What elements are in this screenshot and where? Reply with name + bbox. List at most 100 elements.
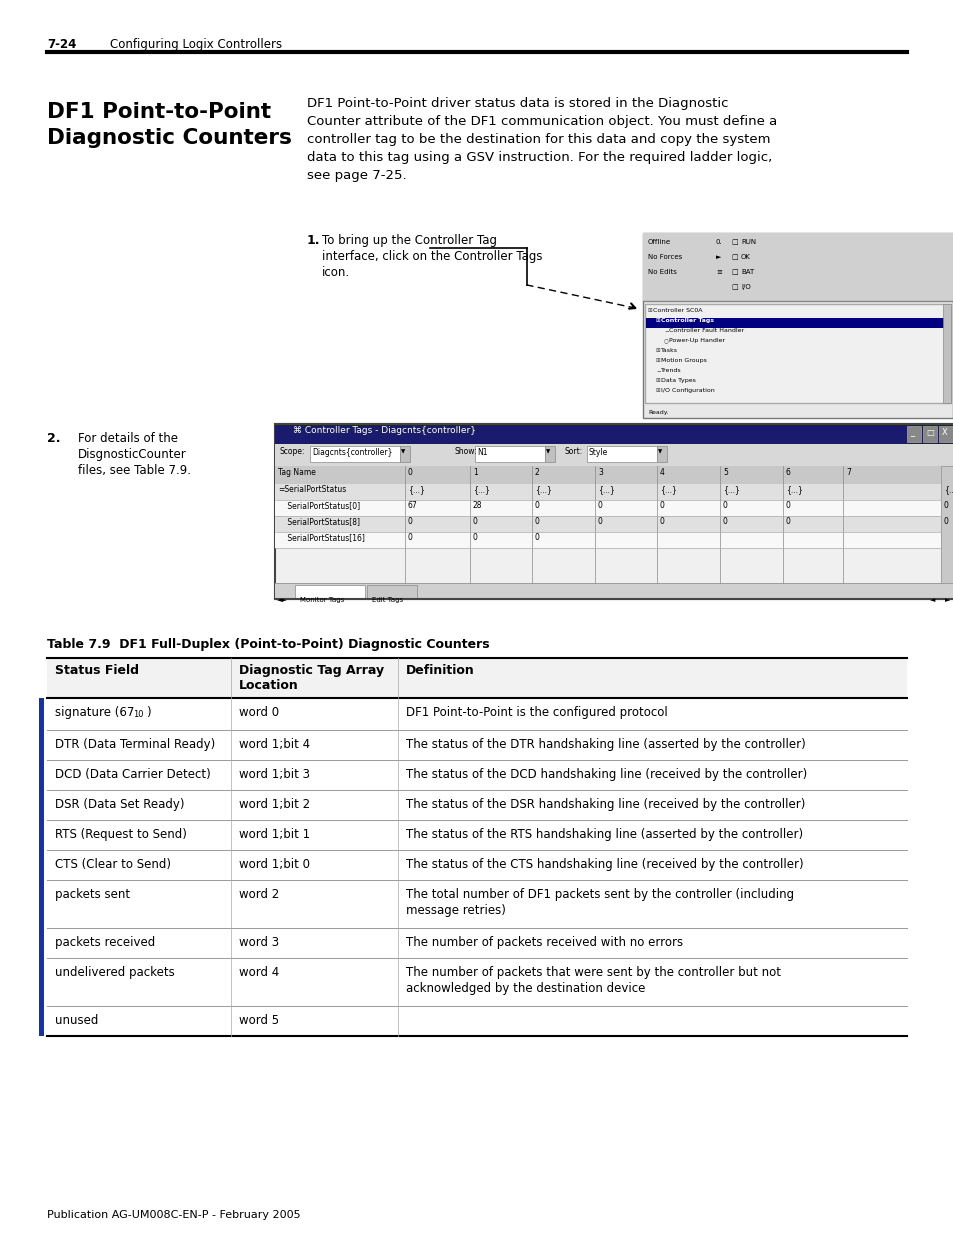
Text: Publication AG-UM008C-EN-P - February 2005: Publication AG-UM008C-EN-P - February 20… bbox=[47, 1210, 300, 1220]
Text: word 0: word 0 bbox=[239, 706, 279, 719]
Text: RTS (Request to Send): RTS (Request to Send) bbox=[55, 827, 187, 841]
Text: The number of packets that were sent by the controller but not: The number of packets that were sent by … bbox=[406, 966, 781, 979]
Text: see page 7-25.: see page 7-25. bbox=[307, 169, 406, 182]
Text: □: □ bbox=[925, 429, 933, 437]
Text: 6: 6 bbox=[785, 468, 790, 477]
Text: 10: 10 bbox=[132, 710, 143, 719]
Text: The status of the CTS handshaking line (received by the controller): The status of the CTS handshaking line (… bbox=[406, 858, 802, 871]
Text: word 1;bit 1: word 1;bit 1 bbox=[239, 827, 310, 841]
Text: Definition: Definition bbox=[406, 664, 475, 677]
Text: {...}: {...} bbox=[722, 485, 740, 494]
Text: Data Types: Data Types bbox=[660, 378, 695, 383]
Text: No Edits: No Edits bbox=[647, 269, 677, 275]
Text: Tag Name: Tag Name bbox=[277, 468, 315, 477]
Text: message retries): message retries) bbox=[406, 904, 505, 918]
Text: Controller Tags: Controller Tags bbox=[660, 317, 713, 324]
Text: The status of the DTR handshaking line (asserted by the controller): The status of the DTR handshaking line (… bbox=[406, 739, 805, 751]
Text: undelivered packets: undelivered packets bbox=[55, 966, 174, 979]
Text: Status Field: Status Field bbox=[55, 664, 139, 677]
Text: Ready.: Ready. bbox=[647, 410, 668, 415]
Text: The status of the DSR handshaking line (received by the controller): The status of the DSR handshaking line (… bbox=[406, 798, 804, 811]
Text: 0: 0 bbox=[408, 534, 413, 542]
Bar bbox=[644, 304, 950, 403]
Text: Location: Location bbox=[239, 679, 298, 692]
Text: SerialPortStatus[8]: SerialPortStatus[8] bbox=[285, 517, 359, 526]
Text: ►: ► bbox=[716, 254, 720, 261]
Text: controller tag to be the destination for this data and copy the system: controller tag to be the destination for… bbox=[307, 133, 770, 146]
Text: acknowledged by the destination device: acknowledged by the destination device bbox=[406, 982, 644, 995]
Text: Sort:: Sort: bbox=[564, 447, 582, 456]
Text: DisgnosticCounter: DisgnosticCounter bbox=[78, 448, 187, 461]
Text: 2: 2 bbox=[535, 468, 539, 477]
Text: 0: 0 bbox=[659, 517, 664, 526]
Bar bbox=[906, 426, 920, 442]
Text: Configuring Logix Controllers: Configuring Logix Controllers bbox=[110, 38, 282, 51]
Text: 0: 0 bbox=[785, 517, 790, 526]
Text: SerialPortStatus[16]: SerialPortStatus[16] bbox=[285, 534, 364, 542]
Text: {...}: {...} bbox=[535, 485, 551, 494]
Text: word 2: word 2 bbox=[239, 888, 279, 902]
Text: 67: 67 bbox=[408, 501, 417, 510]
Text: Diagnostic Counters: Diagnostic Counters bbox=[47, 128, 292, 148]
Text: ◄►: ◄► bbox=[276, 597, 288, 603]
Text: 0: 0 bbox=[943, 517, 948, 526]
Text: DF1 Point-to-Point is the configured protocol: DF1 Point-to-Point is the configured pro… bbox=[406, 706, 667, 719]
Bar bbox=[274, 583, 953, 599]
Bar bbox=[475, 446, 544, 462]
Text: 0: 0 bbox=[535, 517, 539, 526]
Text: Controller SC0A: Controller SC0A bbox=[652, 308, 701, 312]
Text: packets sent: packets sent bbox=[55, 888, 130, 902]
Text: 0: 0 bbox=[535, 534, 539, 542]
Text: ≡: ≡ bbox=[716, 269, 721, 275]
Text: □: □ bbox=[730, 240, 737, 245]
Text: DCD (Data Carrier Detect): DCD (Data Carrier Detect) bbox=[55, 768, 211, 781]
Text: signature (67: signature (67 bbox=[55, 706, 134, 719]
Text: 0: 0 bbox=[408, 468, 413, 477]
Text: {...}: {...} bbox=[659, 485, 677, 494]
Text: word 4: word 4 bbox=[239, 966, 279, 979]
Text: X: X bbox=[941, 429, 946, 437]
Text: ▼: ▼ bbox=[658, 450, 661, 454]
Text: 0: 0 bbox=[598, 501, 602, 510]
Bar bbox=[544, 446, 555, 462]
Text: ►: ► bbox=[944, 597, 949, 603]
Text: word 1;bit 0: word 1;bit 0 bbox=[239, 858, 310, 871]
Bar bbox=[294, 585, 365, 599]
Text: □: □ bbox=[730, 254, 737, 261]
Text: ▼: ▼ bbox=[545, 450, 550, 454]
Text: 0: 0 bbox=[722, 517, 727, 526]
Text: I/O: I/O bbox=[740, 284, 750, 290]
Text: word 1;bit 3: word 1;bit 3 bbox=[239, 768, 310, 781]
Text: ○: ○ bbox=[663, 338, 668, 343]
Bar bbox=[938, 426, 952, 442]
Text: RUN: RUN bbox=[740, 240, 756, 245]
Text: unused: unused bbox=[55, 1014, 98, 1028]
Text: ⊞: ⊞ bbox=[656, 388, 659, 393]
Text: data to this tag using a GSV instruction. For the required ladder logic,: data to this tag using a GSV instruction… bbox=[307, 151, 771, 164]
Text: {...}: {...} bbox=[943, 485, 953, 494]
Text: Monitor Tags: Monitor Tags bbox=[299, 597, 344, 603]
Text: 0: 0 bbox=[659, 501, 664, 510]
Text: SerialPortStatus[0]: SerialPortStatus[0] bbox=[285, 501, 359, 510]
Bar bbox=[586, 446, 657, 462]
Text: Motion Groups: Motion Groups bbox=[660, 358, 706, 363]
Text: {...}: {...} bbox=[473, 485, 489, 494]
Bar bbox=[399, 446, 410, 462]
Text: 0: 0 bbox=[473, 534, 477, 542]
Text: Trends: Trends bbox=[660, 368, 680, 373]
Bar bbox=[274, 445, 953, 466]
Text: DF1 Point-to-Point driver status data is stored in the Diagnostic: DF1 Point-to-Point driver status data is… bbox=[307, 98, 728, 110]
Text: □: □ bbox=[730, 269, 737, 275]
Text: word 5: word 5 bbox=[239, 1014, 279, 1028]
Text: N1: N1 bbox=[476, 448, 487, 457]
Text: Diagcnts{controller}: Diagcnts{controller} bbox=[312, 448, 392, 457]
Text: For details of the: For details of the bbox=[78, 432, 178, 445]
Text: Style: Style bbox=[588, 448, 608, 457]
Text: ⊞: ⊞ bbox=[656, 317, 659, 324]
Bar bbox=[274, 424, 953, 445]
Text: 5: 5 bbox=[722, 468, 727, 477]
Text: 1.: 1. bbox=[307, 233, 320, 247]
Text: =SerialPortStatus: =SerialPortStatus bbox=[277, 485, 346, 494]
Bar bbox=[39, 698, 44, 1036]
Text: 4: 4 bbox=[659, 468, 664, 477]
